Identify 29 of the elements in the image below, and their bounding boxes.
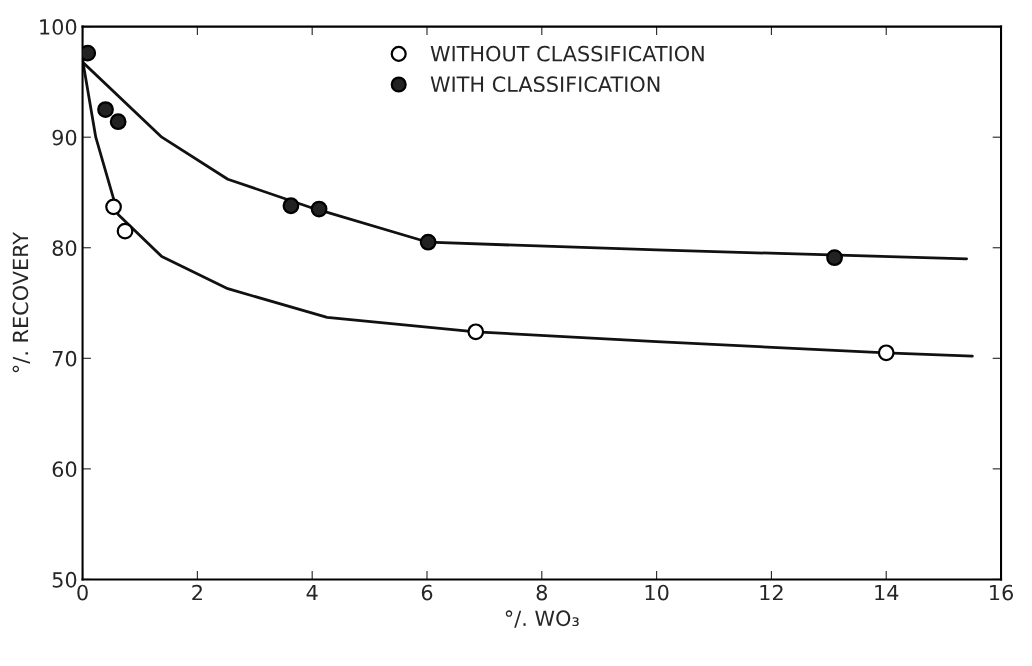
point xyxy=(116,222,134,240)
legend-label: WITHOUT CLASSIFICATION xyxy=(430,45,704,62)
x-tick-label: 10 xyxy=(645,584,669,601)
point xyxy=(310,200,328,218)
point xyxy=(282,197,300,215)
x-tick-label: 6 xyxy=(421,584,433,601)
x-tick-label: 12 xyxy=(760,584,783,601)
y-tick-label: 90 xyxy=(52,129,77,146)
x-axis-title: °/. WO₃ xyxy=(505,610,579,628)
x-tick-label: 16 xyxy=(990,584,1013,601)
y-tick-label: 50 xyxy=(52,571,77,588)
point xyxy=(105,198,122,216)
point xyxy=(877,344,895,362)
point xyxy=(826,249,843,267)
point xyxy=(109,113,127,131)
y-tick-label: 60 xyxy=(52,461,77,478)
x-tick-label: 2 xyxy=(192,584,202,601)
legend-label: WITH CLASSIFICATION xyxy=(430,76,660,93)
point xyxy=(467,323,485,341)
point xyxy=(419,233,437,251)
y-axis-title: °/. RECOVERY xyxy=(12,231,30,373)
y-tick-label: 100 xyxy=(40,19,77,35)
x-tick-label: 14 xyxy=(875,584,899,601)
x-tick-label: 8 xyxy=(536,584,547,601)
x-tick-label: 4 xyxy=(306,584,318,601)
x-tick-label: 0 xyxy=(77,584,88,601)
y-tick-label: 80 xyxy=(52,240,77,256)
point xyxy=(97,101,114,118)
y-tick-label: 70 xyxy=(52,350,77,367)
